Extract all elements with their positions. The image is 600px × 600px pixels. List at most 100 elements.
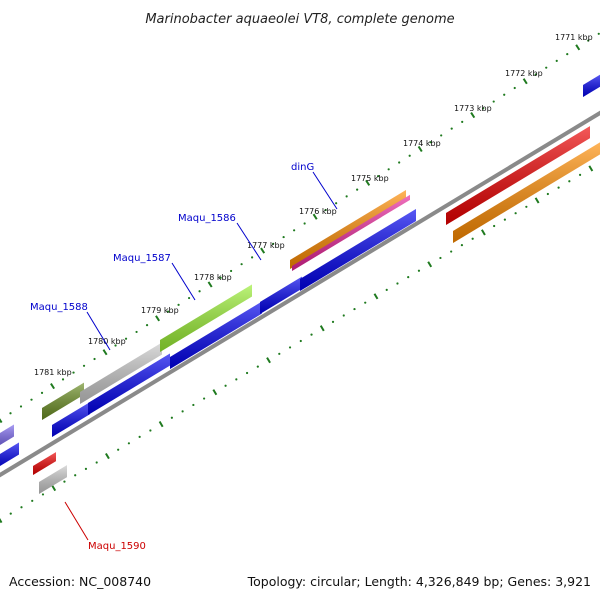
- inner-ruler-dot: [95, 461, 98, 464]
- inner-ruler-tick: [588, 165, 594, 172]
- feature-blue-1[interactable]: [52, 402, 90, 437]
- leader-maqu-1588: [86, 311, 111, 351]
- inner-ruler-dot: [353, 307, 356, 311]
- inner-ruler-tick: [534, 197, 540, 204]
- outer-ruler-dot: [461, 120, 464, 123]
- inner-ruler-dot: [170, 416, 173, 419]
- gene-label-maqu-1588[interactable]: Maqu_1588: [30, 302, 88, 313]
- outer-ruler-dot: [166, 310, 170, 313]
- outer-ruler-tick: [50, 383, 55, 390]
- outer-ruler-dot: [219, 276, 222, 279]
- inner-ruler-dot: [192, 403, 195, 407]
- outer-ruler-dot: [482, 107, 485, 110]
- inner-ruler-dot: [503, 218, 506, 221]
- inner-ruler-dot: [417, 269, 421, 272]
- inner-ruler-tick: [51, 484, 57, 492]
- kbp-label-1780: 1780 kbp: [88, 337, 126, 346]
- outer-ruler-tick: [0, 418, 3, 424]
- feature-red-right-shade: [446, 126, 590, 225]
- outer-ruler-dot: [566, 53, 569, 56]
- feature-gray-upper[interactable]: [80, 342, 162, 404]
- outer-ruler-dot: [251, 256, 254, 259]
- outer-ruler-dot: [124, 337, 128, 340]
- inner-ruler-dot: [9, 512, 12, 515]
- feature-blue-top[interactable]: [583, 74, 600, 97]
- outer-ruler-dot: [272, 242, 275, 245]
- feature-red-right[interactable]: [446, 126, 590, 225]
- feature-blue-4[interactable]: [260, 276, 302, 314]
- feature-olive-shade: [42, 382, 84, 420]
- outer-ruler-dot: [229, 269, 233, 273]
- inner-ruler-dot: [514, 212, 517, 215]
- outer-ruler-dot: [145, 324, 149, 327]
- outer-ruler-tick: [417, 145, 423, 153]
- inner-ruler-dot: [20, 506, 23, 509]
- outer-ruler-dot: [324, 208, 327, 212]
- outer-ruler-dot: [440, 134, 443, 137]
- inner-ruler-dot: [288, 346, 292, 349]
- outer-ruler-dot: [597, 32, 600, 35]
- outer-ruler-dot: [72, 371, 75, 374]
- inner-ruler-dot: [235, 378, 238, 381]
- outer-ruler-tick: [365, 179, 371, 186]
- accession-text: Accession: NC_008740: [9, 574, 151, 589]
- feature-lime[interactable]: [160, 284, 252, 352]
- feature-purple-left[interactable]: [0, 424, 14, 448]
- gene-label-maqu-1586[interactable]: Maqu_1586: [178, 213, 236, 224]
- feature-blue-3[interactable]: [170, 301, 262, 369]
- inner-ruler-dot: [224, 384, 227, 387]
- inner-ruler-dot: [74, 474, 77, 477]
- feature-pink-shade: [292, 194, 410, 271]
- feature-blue-left[interactable]: [0, 442, 19, 469]
- inner-ruler-tick: [373, 293, 379, 300]
- feature-olive[interactable]: [42, 382, 84, 420]
- inner-ruler-dot: [203, 397, 206, 400]
- feature-red-1590[interactable]: [33, 452, 56, 475]
- leader-maqu-1590: [64, 501, 89, 541]
- kbp-label-1771: 1771 kbp: [555, 33, 593, 42]
- gene-label-maqu-1587[interactable]: Maqu_1587: [113, 253, 171, 264]
- leader-maqu-1586: [236, 222, 262, 261]
- outer-ruler-dot: [398, 161, 401, 164]
- inner-ruler-dot: [31, 499, 34, 502]
- outer-ruler-tick: [522, 78, 528, 85]
- feature-gray-1590[interactable]: [39, 465, 67, 494]
- kbp-label-1774: 1774 kbp: [403, 139, 441, 148]
- inner-ruler-dot: [385, 288, 388, 292]
- kbp-labels: 1771 kbp 1772 kbp 1773 kbp 1774 kbp 1775…: [34, 33, 593, 377]
- kbp-label-1773: 1773 kbp: [454, 104, 492, 113]
- feature-orange-dinG[interactable]: [290, 190, 406, 269]
- inner-ruler-dot: [138, 435, 141, 439]
- feature-blue-2[interactable]: [88, 353, 170, 415]
- inner-ruler-dot: [568, 180, 571, 183]
- kbp-label-1778: 1778 kbp: [194, 273, 232, 282]
- inner-ruler-tick: [0, 518, 3, 524]
- outer-ruler-dot: [335, 202, 338, 205]
- inner-ruler-dot: [117, 448, 120, 451]
- outer-ruler-dot: [377, 174, 380, 178]
- outer-ruler-dot: [198, 290, 201, 293]
- feature-blue-1-shade: [52, 402, 90, 437]
- outer-ruler-dot: [187, 296, 191, 300]
- inner-ruler-tick: [266, 357, 271, 364]
- feature-gray-upper-shade: [80, 342, 162, 404]
- inner-ruler-dot: [450, 250, 453, 253]
- inner-ruler-dot: [439, 256, 442, 260]
- inner-ruler-tick: [319, 325, 325, 332]
- feature-blue-5[interactable]: [300, 209, 416, 291]
- inner-ruler-dot: [299, 339, 302, 343]
- inner-ruler-dot: [471, 237, 474, 240]
- outer-ruler-dot: [492, 100, 495, 103]
- outer-ruler-dot: [135, 330, 138, 334]
- gene-label-maqu-1590[interactable]: Maqu_1590: [88, 541, 146, 552]
- gene-label-dinG[interactable]: dinG: [291, 162, 314, 173]
- outer-ruler-tick: [260, 247, 266, 254]
- outer-ruler-dot: [555, 59, 558, 63]
- feature-purple-left-shade: [0, 424, 14, 445]
- feature-orange-right[interactable]: [453, 142, 600, 243]
- outer-ruler-dot: [534, 73, 537, 76]
- inner-ruler-dot: [578, 173, 582, 176]
- feature-pink[interactable]: [292, 194, 410, 271]
- outer-ruler-dot: [545, 66, 548, 69]
- outer-ruler-dot: [429, 141, 432, 144]
